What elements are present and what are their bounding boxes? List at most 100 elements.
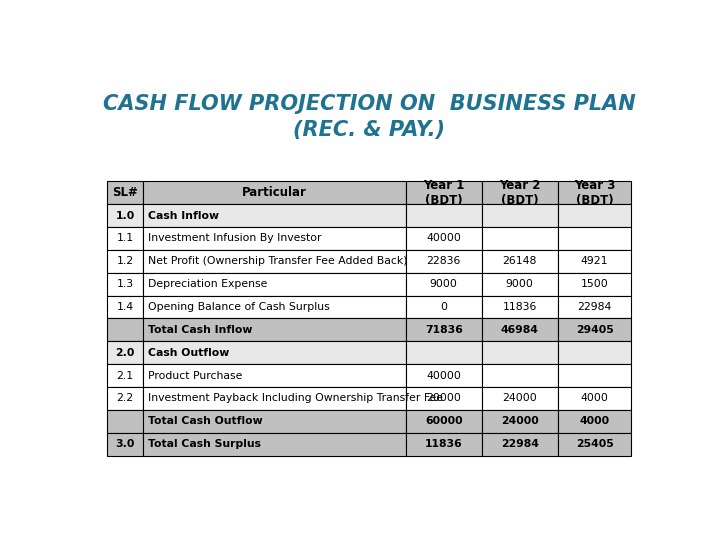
Bar [482, 364, 558, 387]
Bar [558, 319, 631, 341]
Bar [405, 227, 482, 250]
Bar [482, 341, 558, 364]
Bar [107, 295, 143, 319]
Bar [143, 341, 405, 364]
Bar [482, 410, 558, 433]
Bar [143, 410, 405, 433]
Bar [405, 181, 482, 204]
Text: 11836: 11836 [425, 439, 463, 449]
Bar [558, 181, 631, 204]
Bar [143, 364, 405, 387]
Bar [405, 433, 482, 456]
Bar [405, 364, 482, 387]
Bar [558, 433, 631, 456]
Bar [143, 181, 405, 204]
Bar [558, 410, 631, 433]
Bar [107, 250, 143, 273]
Text: 24000: 24000 [501, 416, 539, 427]
Text: 4921: 4921 [581, 256, 608, 266]
Bar [405, 410, 482, 433]
Text: 1.4: 1.4 [117, 302, 134, 312]
Text: 1.2: 1.2 [117, 256, 134, 266]
Text: 25405: 25405 [576, 439, 613, 449]
Text: Year 1
(BDT): Year 1 (BDT) [423, 179, 464, 207]
Text: 22984: 22984 [577, 302, 612, 312]
Text: 1500: 1500 [580, 279, 608, 289]
Text: Total Cash Surplus: Total Cash Surplus [148, 439, 261, 449]
Bar [107, 387, 143, 410]
Bar [482, 273, 558, 295]
Text: Year 3
(BDT): Year 3 (BDT) [574, 179, 615, 207]
Bar [482, 319, 558, 341]
Text: Cash Outflow: Cash Outflow [148, 348, 229, 357]
Text: 0: 0 [440, 302, 447, 312]
Text: 24000: 24000 [503, 394, 537, 403]
Bar [405, 204, 482, 227]
Text: 46984: 46984 [501, 325, 539, 335]
Text: Year 2
(BDT): Year 2 (BDT) [499, 179, 541, 207]
Bar [558, 273, 631, 295]
Text: 3.0: 3.0 [115, 439, 135, 449]
Text: 2.2: 2.2 [117, 394, 134, 403]
Text: Product Purchase: Product Purchase [148, 370, 243, 381]
Text: 1.1: 1.1 [117, 233, 134, 244]
Text: Investment Infusion By Investor: Investment Infusion By Investor [148, 233, 321, 244]
Bar [482, 295, 558, 319]
Text: SL#: SL# [112, 186, 138, 199]
Text: 40000: 40000 [426, 370, 462, 381]
Bar [107, 410, 143, 433]
Bar [143, 387, 405, 410]
Bar [107, 341, 143, 364]
Bar [558, 204, 631, 227]
Text: 4000: 4000 [580, 416, 610, 427]
Text: Particular: Particular [242, 186, 307, 199]
Bar [482, 227, 558, 250]
Bar [107, 227, 143, 250]
Text: 1.3: 1.3 [117, 279, 134, 289]
Text: 22836: 22836 [426, 256, 461, 266]
Bar [143, 273, 405, 295]
Text: 71836: 71836 [425, 325, 463, 335]
Bar [143, 319, 405, 341]
Text: 40000: 40000 [426, 233, 462, 244]
Bar [405, 295, 482, 319]
Bar [558, 341, 631, 364]
Bar [143, 295, 405, 319]
Text: Opening Balance of Cash Surplus: Opening Balance of Cash Surplus [148, 302, 330, 312]
Text: 29405: 29405 [576, 325, 613, 335]
Bar [482, 250, 558, 273]
Bar [482, 387, 558, 410]
Text: 2.0: 2.0 [115, 348, 135, 357]
Bar [558, 227, 631, 250]
Text: 2.1: 2.1 [117, 370, 134, 381]
Bar [143, 250, 405, 273]
Text: 4000: 4000 [580, 394, 608, 403]
Text: Cash Inflow: Cash Inflow [148, 211, 219, 220]
Text: Depreciation Expense: Depreciation Expense [148, 279, 267, 289]
Bar [143, 433, 405, 456]
Text: Total Cash Inflow: Total Cash Inflow [148, 325, 252, 335]
Text: Total Cash Outflow: Total Cash Outflow [148, 416, 263, 427]
Text: CASH FLOW PROJECTION ON  BUSINESS PLAN
(REC. & PAY.): CASH FLOW PROJECTION ON BUSINESS PLAN (R… [103, 94, 635, 140]
Bar [482, 433, 558, 456]
Bar [558, 364, 631, 387]
Bar [107, 319, 143, 341]
Bar [405, 273, 482, 295]
Text: 22984: 22984 [501, 439, 539, 449]
Text: 20000: 20000 [426, 394, 462, 403]
Text: Investment Payback Including Ownership Transfer Fee: Investment Payback Including Ownership T… [148, 394, 443, 403]
Bar [405, 319, 482, 341]
Text: 1.0: 1.0 [115, 211, 135, 220]
Bar [558, 295, 631, 319]
Bar [558, 387, 631, 410]
Bar [482, 181, 558, 204]
Bar [558, 250, 631, 273]
Bar [482, 204, 558, 227]
Bar [405, 341, 482, 364]
Text: 26148: 26148 [503, 256, 537, 266]
Text: 60000: 60000 [425, 416, 462, 427]
Text: 11836: 11836 [503, 302, 537, 312]
Bar [107, 433, 143, 456]
Bar [143, 204, 405, 227]
Bar [405, 387, 482, 410]
